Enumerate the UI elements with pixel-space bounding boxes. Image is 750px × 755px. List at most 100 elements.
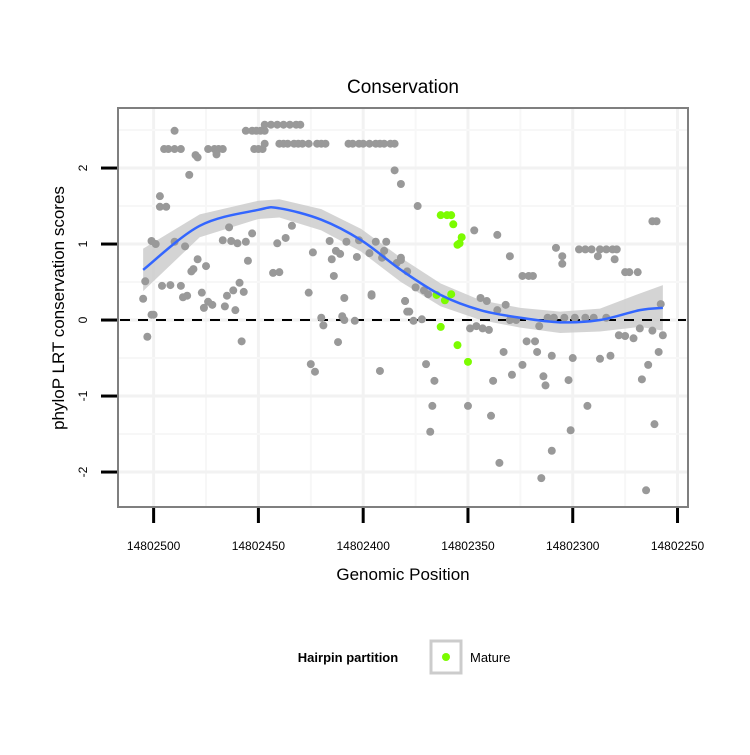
data-point bbox=[235, 278, 244, 287]
data-point bbox=[365, 139, 374, 148]
data-point bbox=[587, 245, 596, 254]
data-point-mature bbox=[436, 211, 445, 220]
data-point bbox=[327, 255, 336, 264]
data-point bbox=[183, 291, 192, 300]
data-point bbox=[220, 302, 229, 311]
data-point bbox=[367, 291, 376, 300]
data-point bbox=[612, 245, 621, 254]
data-point bbox=[340, 294, 349, 302]
data-point bbox=[139, 294, 148, 303]
data-point bbox=[560, 313, 569, 322]
x-axis-label: Genomic Position bbox=[336, 565, 469, 584]
data-point bbox=[547, 351, 556, 360]
data-point bbox=[654, 347, 663, 356]
data-point bbox=[162, 202, 171, 211]
data-point bbox=[405, 307, 414, 316]
x-tick-label: 14802400 bbox=[336, 539, 390, 553]
data-point bbox=[371, 237, 380, 246]
data-point bbox=[482, 297, 491, 306]
data-point bbox=[199, 303, 208, 312]
smooth-trend-line bbox=[142, 206, 663, 324]
data-point bbox=[336, 249, 345, 258]
confidence-ribbon bbox=[143, 199, 663, 333]
data-point bbox=[317, 313, 326, 322]
data-point bbox=[202, 262, 211, 271]
data-point bbox=[227, 237, 236, 245]
data-point bbox=[595, 354, 604, 363]
data-point-mature bbox=[447, 290, 456, 299]
data-point bbox=[151, 240, 160, 249]
data-point bbox=[595, 245, 604, 254]
data-point bbox=[185, 170, 194, 179]
y-tick-label: 1 bbox=[76, 240, 90, 247]
data-point bbox=[551, 243, 560, 252]
data-point bbox=[212, 150, 221, 159]
y-axis: 2 1 0 -1 -2 bbox=[76, 164, 117, 477]
data-point bbox=[304, 288, 313, 297]
data-point bbox=[273, 239, 282, 248]
data-point bbox=[170, 145, 179, 154]
data-point bbox=[396, 253, 405, 262]
data-point bbox=[155, 202, 164, 211]
data-point bbox=[266, 120, 275, 129]
data-point bbox=[581, 245, 590, 254]
data-point bbox=[208, 300, 217, 309]
data-point bbox=[570, 313, 579, 322]
data-point bbox=[248, 229, 257, 238]
x-tick-label: 14802500 bbox=[127, 539, 181, 553]
y-tick-label: 2 bbox=[76, 164, 90, 171]
data-point bbox=[413, 202, 422, 211]
legend: Hairpin partition Mature bbox=[298, 639, 510, 675]
data-point-mature bbox=[455, 239, 464, 248]
data-point bbox=[537, 474, 546, 483]
data-point bbox=[650, 420, 659, 429]
legend-entry-mature: Mature bbox=[470, 650, 510, 665]
legend-mature-dot bbox=[442, 653, 450, 661]
data-point bbox=[495, 458, 504, 467]
data-point bbox=[568, 354, 577, 363]
x-tick-label: 14802450 bbox=[232, 539, 286, 553]
data-point bbox=[466, 324, 475, 333]
data-point bbox=[176, 145, 185, 154]
data-point bbox=[304, 139, 313, 148]
data-point bbox=[352, 252, 361, 261]
data-point bbox=[241, 237, 250, 246]
data-point bbox=[543, 313, 552, 322]
data-point bbox=[143, 332, 152, 341]
data-point bbox=[382, 237, 391, 246]
data-point bbox=[522, 337, 531, 346]
data-point bbox=[493, 230, 502, 239]
data-point bbox=[566, 426, 575, 435]
data-point bbox=[635, 324, 644, 333]
data-point bbox=[390, 139, 399, 148]
data-point bbox=[155, 192, 164, 201]
data-point bbox=[204, 145, 213, 154]
x-tick-label: 14802250 bbox=[651, 539, 705, 553]
data-point bbox=[652, 217, 661, 226]
data-point bbox=[644, 360, 653, 369]
data-point bbox=[422, 360, 431, 369]
data-point bbox=[218, 236, 227, 245]
legend-key-box bbox=[429, 639, 463, 675]
data-point bbox=[558, 252, 567, 261]
data-point bbox=[535, 322, 544, 331]
data-point bbox=[409, 316, 418, 325]
data-point bbox=[648, 326, 657, 335]
data-point bbox=[426, 427, 435, 436]
data-point bbox=[533, 347, 542, 356]
data-point bbox=[518, 271, 527, 280]
data-point-mature bbox=[453, 341, 462, 350]
data-point bbox=[401, 297, 410, 306]
data-point bbox=[239, 287, 248, 296]
data-point bbox=[380, 139, 389, 148]
data-point bbox=[149, 310, 158, 319]
data-point bbox=[176, 281, 185, 290]
data-point-mature bbox=[457, 233, 466, 242]
data-point bbox=[463, 401, 472, 410]
data-point bbox=[602, 245, 611, 254]
data-point bbox=[222, 291, 231, 300]
data-point bbox=[507, 370, 516, 379]
data-point bbox=[359, 139, 368, 148]
data-point bbox=[275, 268, 284, 277]
